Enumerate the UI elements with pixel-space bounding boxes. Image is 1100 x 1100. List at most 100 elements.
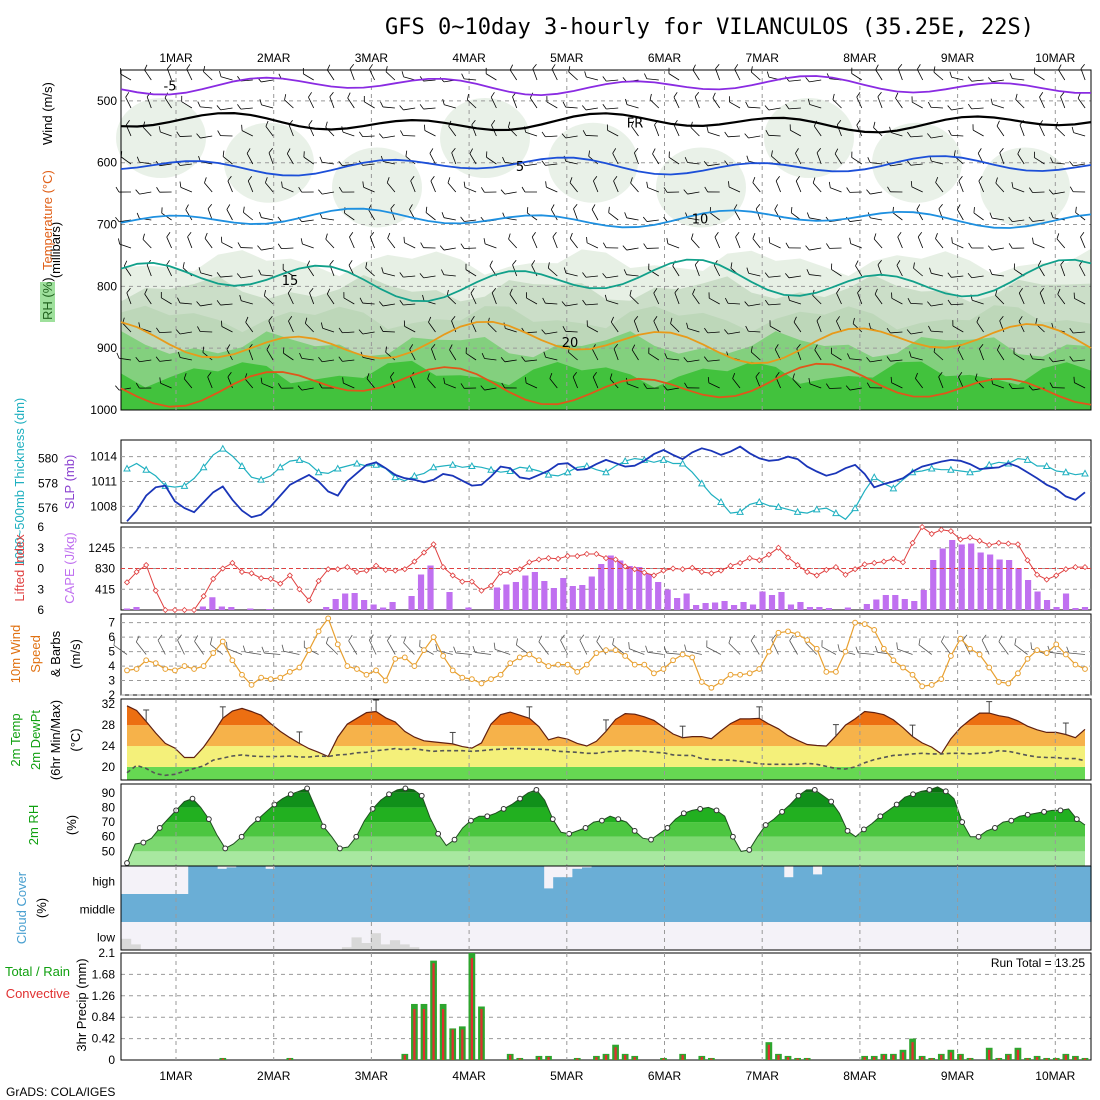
wind-barb-flag	[775, 372, 780, 378]
wind-speed-marker	[536, 657, 542, 664]
wind-barb	[752, 177, 761, 193]
cape-bar	[759, 591, 766, 610]
wind-barb-staff	[164, 97, 172, 109]
wind-barb-staff	[938, 208, 944, 221]
wind-barb	[308, 92, 315, 109]
wind-barb-flag	[562, 101, 566, 108]
wind-speed-marker	[756, 666, 763, 672]
wind-barb-flag	[755, 371, 760, 378]
rh-patch	[440, 98, 530, 178]
thickness-marker	[832, 509, 840, 517]
wind-barb-staff	[484, 358, 497, 361]
wind-barb-staff	[855, 265, 863, 277]
wind-barb-staff	[809, 104, 822, 109]
wind-speed-marker	[737, 671, 744, 678]
wind-barb	[684, 382, 700, 389]
wind-barb-flag	[304, 317, 308, 324]
wind-barb	[158, 126, 172, 137]
wind-barb-staff	[831, 353, 842, 361]
wind-barb-flag	[830, 347, 832, 354]
cape-bar	[645, 574, 652, 610]
wind-barb	[1033, 151, 1045, 165]
lifted-index-marker	[468, 578, 475, 585]
wind-barb-flag	[489, 260, 493, 267]
wind-barb-flag	[156, 327, 160, 333]
wind-speed-marker	[679, 651, 686, 658]
wind-barb	[185, 204, 193, 221]
wind-barb-flag	[629, 289, 632, 296]
wind-barb-flag	[451, 315, 456, 322]
wind-barb-staff	[283, 352, 294, 361]
wind-barb-flag	[768, 237, 771, 243]
precip-convective-bar	[461, 1029, 464, 1060]
cloud-high-bar	[994, 866, 1006, 894]
wind-barb-staff	[512, 96, 518, 109]
wind-barb-flag	[329, 259, 334, 266]
surface-barb	[1014, 638, 1028, 655]
wind-barb	[927, 101, 944, 109]
cloud-high-bar	[706, 866, 718, 894]
wind-barb	[428, 316, 436, 333]
lifted-index-marker	[631, 566, 638, 573]
wind-barb-staff	[423, 275, 436, 279]
wind-barb-flag	[851, 151, 853, 158]
date-label-bottom: 1MAR	[159, 1069, 193, 1083]
rh-marker	[205, 816, 212, 823]
wind-barb-staff	[646, 219, 659, 222]
cloud-high-bar	[860, 866, 871, 894]
cloud-middle-bar	[495, 894, 506, 922]
wind-barb-flag	[807, 98, 811, 105]
surface-barb	[1066, 646, 1086, 655]
lifted-index-marker	[698, 568, 705, 576]
cape-bar	[493, 587, 501, 610]
wind-barb-flag	[1029, 353, 1033, 360]
wind-barb-flag	[245, 316, 249, 323]
wind-barb-flag	[724, 160, 729, 166]
wind-barb-flag	[216, 300, 221, 306]
wind-barb-flag	[1037, 260, 1042, 266]
wind-speed-marker	[277, 674, 284, 681]
cloud-high-bar	[370, 866, 381, 894]
precip-convective-bar	[518, 1058, 521, 1060]
rh-marker	[811, 786, 818, 793]
wind-barb-flag	[115, 385, 120, 391]
wind-barb-flag	[668, 67, 670, 74]
wind-barb-staff	[995, 182, 1005, 193]
wind-barb-flag	[933, 66, 936, 73]
rh-marker	[648, 836, 654, 843]
wind-speed-marker	[900, 664, 906, 671]
surface-barb-flag	[538, 635, 543, 642]
wind-barb	[915, 372, 924, 389]
wind-barb-flag	[847, 353, 851, 359]
wind-barb-flag	[287, 288, 292, 294]
cloud-low-bar	[380, 944, 391, 950]
cape-bar	[1024, 580, 1032, 610]
wind-barb-flag	[399, 272, 404, 278]
wind-barb-staff	[691, 238, 700, 249]
wind-barb-staff	[548, 267, 558, 277]
surface-barb-flag	[419, 639, 421, 647]
wind-barb	[938, 203, 944, 221]
wind-barb	[752, 232, 761, 249]
wind-barb-flag	[1057, 288, 1061, 295]
wind-barb	[968, 242, 984, 249]
wind-barb-flag	[525, 377, 527, 384]
wind-barb-staff	[834, 153, 842, 165]
surface-barb-flag	[348, 634, 353, 642]
wind-barb-staff	[1012, 78, 1025, 81]
precip-convective-bar	[624, 1054, 627, 1060]
wind-speed-marker	[478, 680, 485, 687]
wind-barb-staff	[870, 359, 883, 363]
surface-barb-flag	[281, 644, 285, 652]
rh-marker	[1008, 817, 1015, 824]
wind-barb	[470, 288, 477, 305]
cloud-middle-bar	[1004, 894, 1015, 922]
cloud-low-bar	[341, 947, 353, 950]
precip-convective-bar	[432, 963, 435, 1060]
lifted-index-marker	[555, 555, 562, 562]
wind-barb-staff	[244, 378, 254, 389]
wind-barb	[694, 259, 700, 277]
wind-barb	[268, 147, 274, 165]
wind-barb	[196, 301, 213, 307]
wind-barb-flag	[325, 233, 328, 240]
